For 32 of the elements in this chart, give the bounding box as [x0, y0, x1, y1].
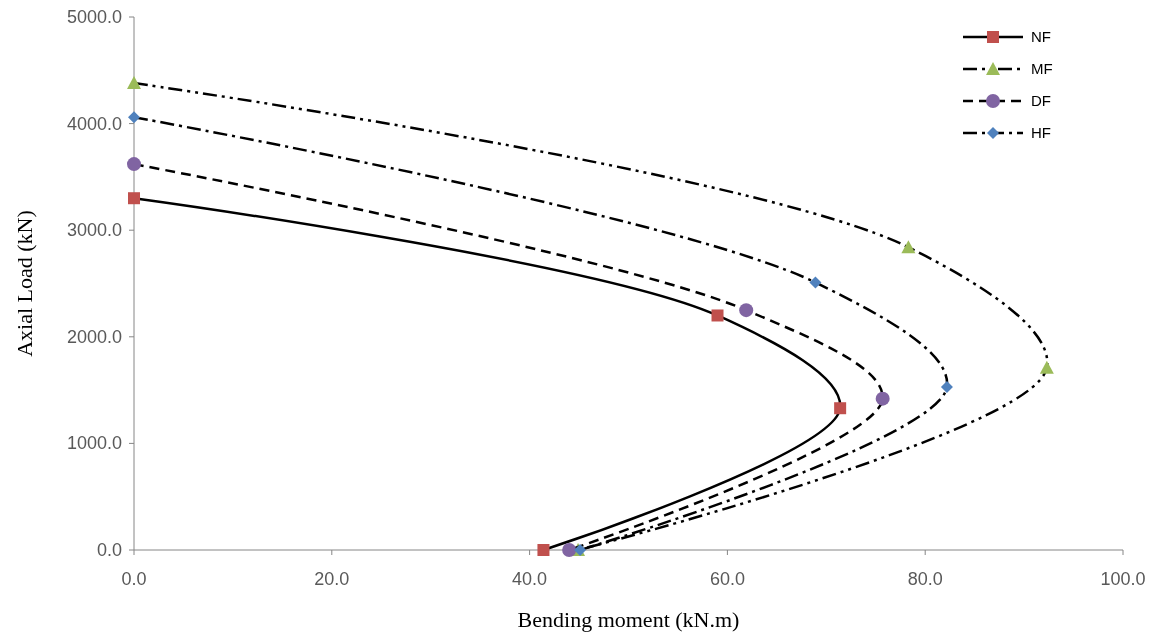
x-tick-label: 80.0	[907, 569, 943, 589]
point	[875, 391, 890, 406]
x-tick-label: 100.0	[1100, 569, 1146, 589]
y-tick-label: 4000.0	[66, 113, 122, 134]
y-axis-title: Axial Load (kN)	[12, 210, 37, 357]
y-tick-label: 5000.0	[66, 7, 122, 27]
legend-label: NF	[1031, 28, 1051, 45]
point	[711, 309, 724, 322]
x-tick-label: 20.0	[314, 569, 350, 589]
legend-label: MF	[1031, 60, 1053, 77]
point	[1039, 360, 1054, 374]
point	[537, 544, 550, 556]
y-tick-label: 1000.0	[66, 433, 122, 454]
point	[128, 192, 140, 205]
point	[562, 543, 577, 557]
x-tick-label: 60.0	[709, 569, 745, 589]
y-tick-label: 2000.0	[66, 326, 122, 347]
y-tick-label: 3000.0	[66, 220, 122, 241]
x-tick-label: 40.0	[512, 569, 548, 589]
y-tick-label: 0.0	[96, 540, 122, 560]
point	[127, 76, 141, 90]
legend-label: HF	[1031, 124, 1051, 141]
point	[834, 402, 847, 415]
x-axis-title: Bending moment (kN.m)	[517, 607, 740, 632]
point	[940, 380, 953, 393]
point	[901, 240, 916, 254]
point	[739, 303, 754, 318]
x-tick-label: 0.0	[121, 569, 147, 589]
point	[127, 157, 141, 172]
legend-label: DF	[1031, 92, 1051, 109]
point	[809, 276, 822, 289]
point	[128, 111, 140, 124]
